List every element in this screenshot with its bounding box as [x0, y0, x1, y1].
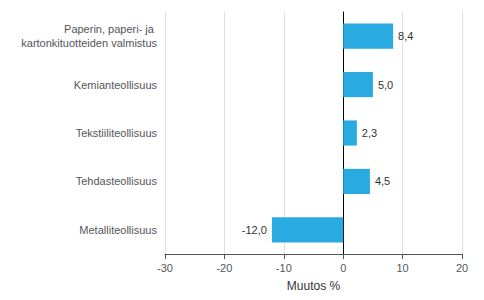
svg-text:kartonkituotteiden valmistus: kartonkituotteiden valmistus: [21, 37, 157, 49]
svg-text:4,5: 4,5: [375, 175, 390, 187]
svg-text:-20: -20: [216, 262, 232, 274]
svg-text:2,3: 2,3: [362, 127, 377, 139]
svg-text:10: 10: [396, 262, 408, 274]
svg-text:0: 0: [340, 262, 346, 274]
svg-text:Muutos %: Muutos %: [287, 279, 341, 293]
svg-text:-12,0: -12,0: [242, 224, 267, 236]
svg-text:Tekstiiliteollisuus: Tekstiiliteollisuus: [76, 127, 158, 139]
svg-text:Kemianteollisuus: Kemianteollisuus: [74, 79, 158, 91]
svg-text:Paperin, paperi- ja: Paperin, paperi- ja: [64, 23, 157, 35]
svg-text:5,0: 5,0: [378, 79, 393, 91]
svg-text:-30: -30: [157, 262, 173, 274]
svg-text:Tehdasteollisuus: Tehdasteollisuus: [76, 175, 158, 187]
svg-text:8,4: 8,4: [398, 30, 413, 42]
svg-text:-10: -10: [276, 262, 292, 274]
svg-text:20: 20: [456, 262, 468, 274]
svg-text:Metalliteollisuus: Metalliteollisuus: [79, 224, 157, 236]
